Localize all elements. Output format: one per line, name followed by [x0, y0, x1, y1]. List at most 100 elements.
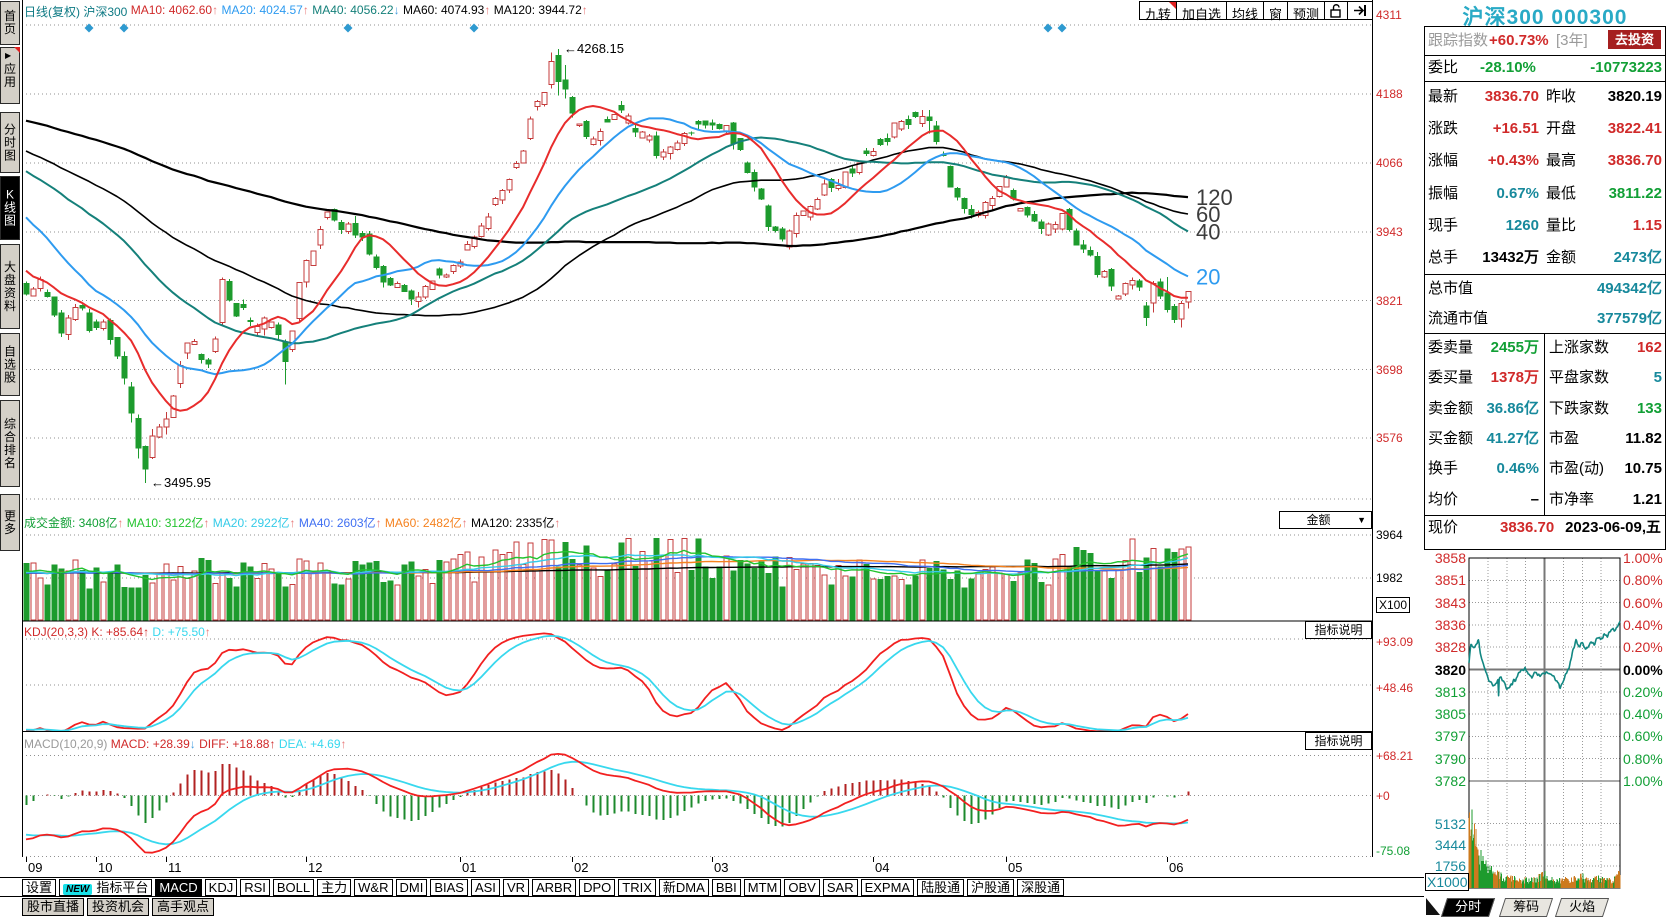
field-label: 市盈(动) — [1549, 460, 1604, 478]
tab-indicator-W&R[interactable]: W&R — [354, 879, 393, 896]
price-axis-label: 3943 — [1376, 224, 1403, 239]
field-value: 2455万 — [1490, 339, 1539, 357]
tab-indicator-沪股通[interactable]: 沪股通 — [967, 879, 1015, 896]
invest-button[interactable]: 去投资 — [1607, 30, 1661, 49]
tab-indicator-深股通[interactable]: 深股通 — [1017, 879, 1065, 896]
field-label: 最新 — [1428, 88, 1459, 105]
mini-tab-筹码[interactable]: 筹码 — [1498, 898, 1554, 917]
field-value: 36.86亿 — [1486, 399, 1539, 417]
sidebar-item-应用[interactable]: 应用 ▶ — [0, 47, 20, 104]
field-value: 41.27亿 — [1486, 430, 1539, 447]
weibi-value: -28.10% — [1480, 59, 1536, 76]
mini-tab-分时[interactable]: 分时 — [1440, 898, 1496, 917]
volume-ma-values-seg-10: ↑ — [375, 516, 382, 530]
macd-values-seg-4: DIFF: +18.88 — [199, 737, 270, 751]
toolbar-button-九转[interactable]: 九转 — [1138, 1, 1177, 22]
mini-pct-label: 0.60% — [1623, 728, 1663, 745]
toolbar-button-窗[interactable]: 窗 — [1263, 1, 1288, 22]
weicha-value: -10773223 — [1590, 59, 1662, 76]
mini-price-label: 3828 — [1434, 639, 1466, 656]
toolbar-button-均线[interactable]: 均线 — [1226, 1, 1264, 22]
mini-pct-label: 1.00% — [1623, 550, 1663, 566]
svg-text:20: 20 — [1196, 264, 1220, 289]
tab-indicator-VR[interactable]: VR — [502, 879, 529, 896]
new-badge: NEW — [63, 884, 93, 895]
quote-row: 委卖量 2455万 上涨家数 162 — [1425, 333, 1665, 363]
field-value: 0.46% — [1496, 460, 1539, 478]
mini-pct-label: 0.40% — [1623, 706, 1663, 723]
kdj-axis-label: +48.46 — [1376, 681, 1414, 695]
volume-ma-values-seg-12: MA60: 2482亿 — [384, 516, 462, 530]
tab-设置[interactable]: 设置 — [22, 879, 57, 896]
sidebar-item-首页[interactable]: 首页 — [0, 1, 20, 45]
volume-ma-values-seg-1: ↑ — [117, 516, 124, 530]
kline-ma-values-seg-6: ↑ — [302, 3, 309, 17]
kdj-values-seg-2: ↑ — [143, 625, 150, 639]
tab-indicator-BOLL[interactable]: BOLL — [272, 879, 315, 896]
tab-indicator-EXPMA[interactable]: EXPMA — [860, 879, 915, 896]
tab-indicator-ARBR[interactable]: ARBR — [532, 879, 577, 896]
toolbar-button-预测[interactable]: 预测 — [1287, 1, 1325, 22]
bottom-tab-高手观点[interactable]: 高手观点 — [152, 898, 215, 916]
tab-indicator-MACD[interactable]: MACD — [155, 879, 202, 896]
price-axis-label: 4311 — [1376, 8, 1402, 22]
field-label: 卖金额 — [1428, 399, 1474, 417]
chart-toolbar: 九转 加自选 均线窗预测 — [1138, 1, 1373, 23]
unlock-icon[interactable] — [1325, 1, 1348, 20]
bottom-tab-投资机会[interactable]: 投资机会 — [87, 898, 150, 916]
svg-text:40: 40 — [1196, 219, 1220, 244]
macd-values-seg-2: ↓ — [189, 737, 196, 751]
tab-指标平台[interactable]: NEW 指标平台 — [59, 879, 153, 896]
mini-tab-火焰[interactable]: 火焰 — [1554, 898, 1610, 917]
field-label: 总市值 — [1428, 280, 1474, 298]
cap-row: 流通市值 377579亿 — [1425, 304, 1665, 334]
mini-price-label: 3820 — [1434, 661, 1466, 678]
kdj-help-button[interactable]: 指标说明 — [1305, 621, 1372, 639]
macd-axis-label: +0 — [1376, 788, 1390, 803]
toolbar-button-加自选[interactable]: 加自选 — [1176, 1, 1227, 22]
quote-row: 卖金额 36.86亿 下跌家数 133 — [1425, 394, 1665, 424]
sidebar-item-大盘资料[interactable]: 大盘资料 — [0, 244, 20, 329]
weibi-row: 委比 -28.10% -10773223 — [1425, 55, 1665, 81]
tab-indicator-KDJ[interactable]: KDJ — [204, 879, 238, 896]
kdj-values-seg-1: K: +85.64 — [91, 625, 144, 639]
tab-indicator-BIAS[interactable]: BIAS — [430, 879, 468, 896]
mini-pct-label: 0.40% — [1623, 616, 1663, 633]
volume-type-dropdown[interactable]: 金额 ▼ — [1279, 511, 1372, 529]
macd-values-seg-8: ↑ — [340, 737, 347, 751]
field-label: 委买量 — [1428, 369, 1474, 387]
tab-indicator-主力[interactable]: 主力 — [317, 879, 352, 896]
svg-text:←3495.95: ←3495.95 — [151, 475, 211, 490]
tab-indicator-TRIX[interactable]: TRIX — [618, 879, 656, 896]
intraday-mini-chart[interactable] — [1424, 548, 1666, 898]
tab-indicator-BBI[interactable]: BBI — [711, 879, 741, 896]
macd-axis-label: +68.21 — [1376, 748, 1414, 763]
sidebar-item-综合排名[interactable]: 综合排名 — [0, 400, 20, 487]
tab-indicator-MTM[interactable]: MTM — [743, 879, 782, 896]
tab-indicator-陆股通[interactable]: 陆股通 — [917, 879, 965, 896]
goto-end-icon[interactable] — [1348, 1, 1373, 20]
tab-indicator-ASI[interactable]: ASI — [470, 879, 500, 896]
tab-indicator-DPO[interactable]: DPO — [579, 879, 616, 896]
tab-indicator-新DMA[interactable]: 新DMA — [658, 879, 709, 896]
tab-indicator-OBV[interactable]: OBV — [784, 879, 820, 896]
sidebar-item-分时图[interactable]: 分时图 — [0, 112, 20, 173]
sidebar-item-自选股[interactable]: 自选股 — [0, 333, 20, 396]
month-label-04: 04 — [873, 857, 889, 875]
tab-indicator-RSI[interactable]: RSI — [240, 879, 270, 896]
macd-help-button[interactable]: 指标说明 — [1305, 732, 1372, 750]
tab-indicator-SAR[interactable]: SAR — [822, 879, 858, 896]
bottom-tab-股市直播[interactable]: 股市直播 — [22, 898, 85, 916]
vol-axis-label: 3964 — [1376, 528, 1403, 542]
sidebar-item-更多[interactable]: 更多 — [0, 494, 20, 551]
field-label: 涨幅 — [1428, 152, 1459, 170]
tab-indicator-DMI[interactable]: DMI — [395, 879, 428, 896]
field-value: 0.67% — [1496, 184, 1539, 202]
macd-values-seg-5: ↑ — [269, 737, 276, 751]
volume-ma-values-seg-3: MA10: 3122亿 — [126, 516, 204, 530]
field-label: 振幅 — [1428, 184, 1459, 202]
